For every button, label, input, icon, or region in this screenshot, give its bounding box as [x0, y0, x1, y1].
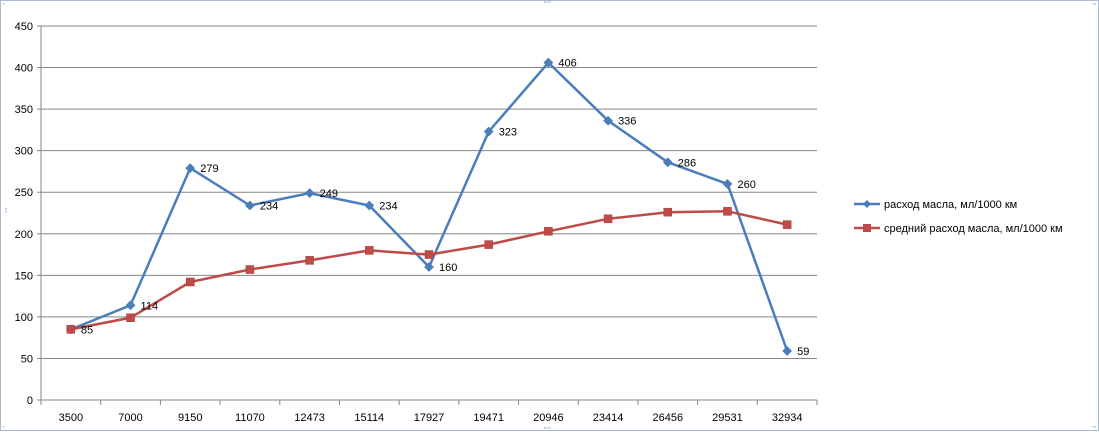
- data-label: 234: [379, 201, 397, 213]
- x-tick-label: 17927: [414, 412, 445, 424]
- data-point-square[interactable]: [66, 325, 76, 334]
- legend-label[interactable]: средний расход масла, мл/1000 км: [884, 223, 1063, 235]
- x-tick-label: 12473: [294, 412, 325, 424]
- resize-handle-bottom-right[interactable]: ··: [1092, 423, 1097, 433]
- data-point-square[interactable]: [484, 240, 493, 249]
- data-point-diamond[interactable]: [543, 57, 554, 68]
- data-point-diamond[interactable]: [304, 188, 315, 198]
- x-tick-label: 15114: [354, 412, 384, 424]
- data-point-diamond[interactable]: [662, 157, 673, 168]
- x-tick-label: 29531: [712, 412, 743, 424]
- data-label: 286: [678, 157, 696, 169]
- series-lines[interactable]: [65, 57, 793, 356]
- y-tick-label: 0: [27, 395, 33, 407]
- data-point-square[interactable]: [185, 277, 195, 287]
- gridlines: [41, 25, 817, 359]
- data-label: 160: [439, 262, 457, 274]
- data-label: 260: [737, 179, 755, 191]
- x-tick-label: 9150: [178, 412, 202, 424]
- data-label: 59: [797, 346, 809, 358]
- y-tick-label: 250: [15, 187, 33, 199]
- data-label: 85: [81, 324, 93, 336]
- data-label: 406: [558, 58, 576, 70]
- resize-handle-top[interactable]: ····: [543, 0, 552, 8]
- data-point-diamond[interactable]: [782, 346, 793, 356]
- data-point-square[interactable]: [424, 250, 434, 259]
- data-point-square[interactable]: [782, 220, 792, 229]
- data-point-diamond[interactable]: [245, 200, 255, 211]
- legend[interactable]: расход масла, мл/1000 км средний расход м…: [854, 199, 1063, 235]
- x-tick-label: 3500: [59, 412, 83, 424]
- data-point-diamond[interactable]: [185, 163, 196, 174]
- resize-handle-right[interactable]: ···: [1094, 207, 1099, 213]
- series-line[interactable]: [70, 61, 789, 352]
- resize-handle-left[interactable]: ···: [0, 207, 10, 213]
- data-point-diamond[interactable]: [125, 300, 136, 311]
- x-tick-label: 26456: [652, 412, 683, 424]
- legend-label[interactable]: расход масла, мл/1000 км: [884, 199, 1017, 211]
- data-label: 323: [499, 127, 517, 139]
- x-tick-label: 19471: [473, 412, 504, 424]
- data-point-square[interactable]: [603, 214, 613, 224]
- legend-marker-diamond: [863, 200, 871, 208]
- data-point-diamond[interactable]: [483, 126, 494, 137]
- axes: 0 50 100 150 200 250 300 350 400 450 3500 7000 9150 1…: [15, 21, 818, 424]
- data-point-diamond[interactable]: [424, 262, 434, 272]
- y-tick-label: 450: [15, 21, 33, 33]
- data-label: 114: [141, 300, 159, 312]
- data-point-square[interactable]: [544, 227, 553, 236]
- x-tick-label: 7000: [118, 412, 142, 424]
- y-tick-label: 200: [15, 229, 33, 241]
- data-label: 279: [200, 163, 218, 175]
- x-tick-label: 23414: [593, 412, 624, 424]
- y-tick-label: 100: [15, 312, 33, 324]
- x-tick-label: 20946: [533, 412, 564, 424]
- y-tick-label: 50: [21, 353, 33, 365]
- data-point-square[interactable]: [126, 313, 135, 322]
- y-tick-label: 300: [15, 146, 33, 158]
- data-label: 234: [260, 201, 278, 213]
- data-point-diamond[interactable]: [722, 179, 733, 189]
- y-tick-label: 400: [15, 63, 33, 75]
- data-labels: 85 114 279 234 249 234 160 323 406 336 286 260 59: [81, 58, 810, 358]
- resize-handle-top-left[interactable]: ·: [2, 0, 5, 10]
- data-point-square[interactable]: [723, 207, 732, 216]
- resize-handle-top-right[interactable]: ··: [1092, 0, 1097, 10]
- x-tick-label: 32934: [772, 412, 803, 424]
- data-point-square[interactable]: [245, 265, 255, 274]
- legend-marker-square: [863, 224, 871, 232]
- data-point-square[interactable]: [305, 256, 314, 265]
- y-tick-label: 150: [15, 270, 33, 282]
- data-point-square[interactable]: [663, 207, 673, 217]
- data-label: 249: [320, 188, 338, 200]
- resize-handle-bottom[interactable]: ····: [543, 424, 552, 434]
- data-point-square[interactable]: [365, 246, 374, 255]
- data-point-diamond[interactable]: [364, 200, 375, 211]
- x-tick-label: 11070: [235, 412, 265, 424]
- data-label: 336: [618, 116, 636, 128]
- resize-handle-bottom-left[interactable]: ·: [2, 423, 5, 433]
- y-tick-label: 350: [15, 104, 33, 116]
- data-point-diamond[interactable]: [603, 115, 613, 126]
